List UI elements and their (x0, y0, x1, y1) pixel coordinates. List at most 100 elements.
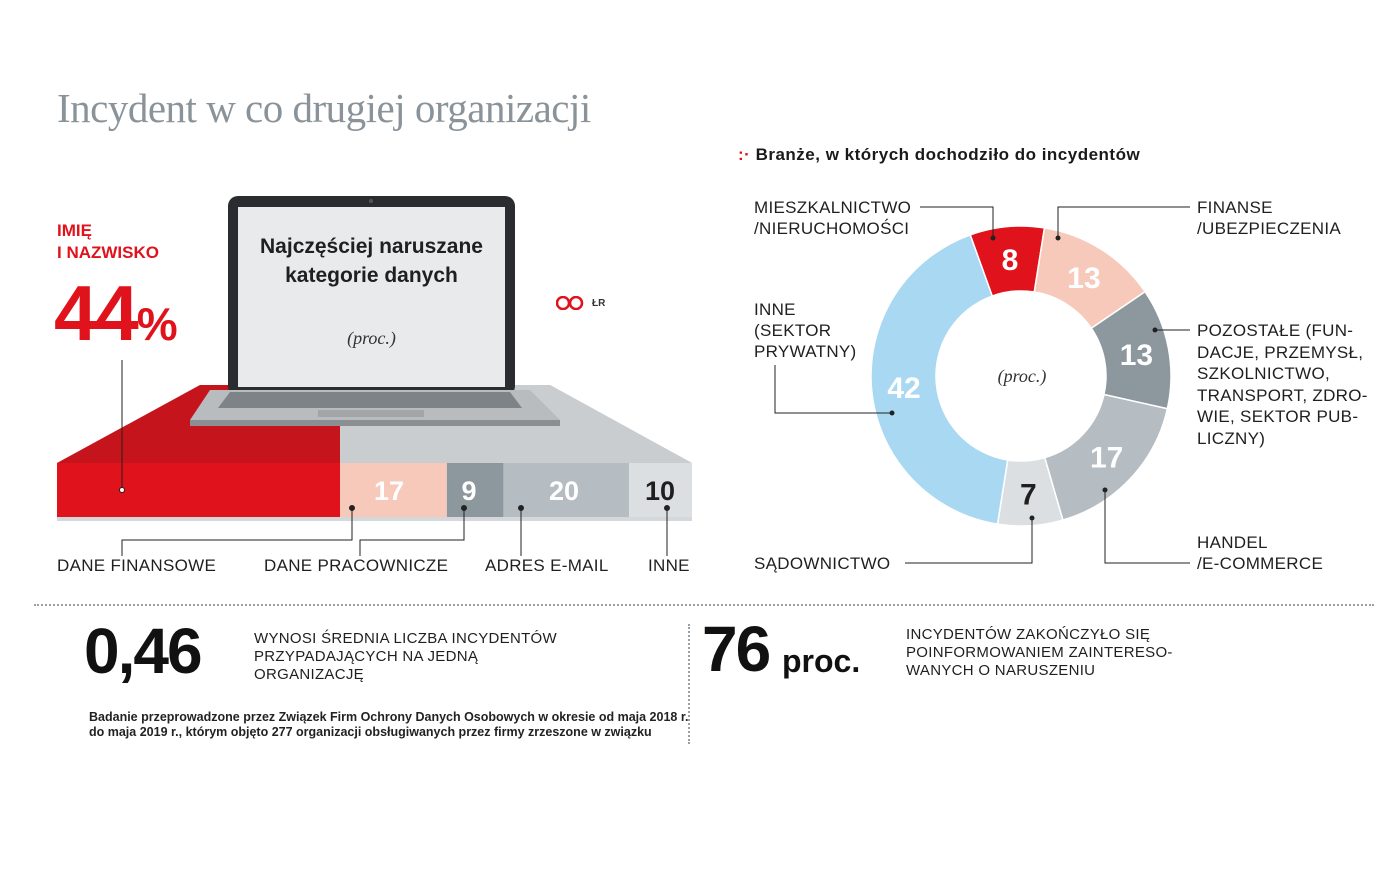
bar-value-dane-pracownicze: 9 (461, 476, 477, 506)
donut-leader-handel (1104, 490, 1190, 564)
donut-leader-dot-mieszkalnictwo (990, 235, 996, 241)
stat-informed-text: INCYDENTÓW ZAKOŃCZYŁO SIĘ POINFORMOWANIE… (906, 626, 1173, 680)
bar-chart-svg (57, 196, 692, 556)
leader-dot-imie-nazwisko (119, 487, 125, 493)
stat-informed-value: 76 (702, 613, 771, 685)
donut-label-handel: HANDEL /E-COMMERCE (1197, 532, 1323, 574)
title-dots-icon: :· (738, 145, 751, 164)
laptop-touchpad (318, 410, 424, 417)
laptop-keyboard (218, 392, 522, 408)
donut-leader-mieszkalnictwo (920, 206, 994, 238)
donut-label-mieszkalnictwo-line2: /NIERUCHOMOŚCI (754, 219, 910, 238)
donut-leader-inne (774, 365, 892, 414)
footnote: Badanie przeprowadzone przez Związek Fir… (89, 710, 689, 740)
bar-segments (57, 463, 692, 521)
footnote-line2: do maja 2019 r., którym objęto 277 organ… (89, 725, 652, 739)
donut-values: 8 13 13 17 7 42 (887, 244, 1153, 511)
donut-label-inne-line2: (SEKTOR (754, 321, 832, 340)
bar-label-adres-email: ADRES E-MAIL (485, 556, 609, 575)
laptop-illustration (190, 196, 560, 426)
donut-title: :· Branże, w których dochodziło do incyd… (738, 145, 1140, 165)
source-logo-icon (556, 296, 584, 310)
donut-label-pozostale-line2: DACJE, PRZEMYSŁ, (1197, 342, 1364, 362)
donut-leaders (774, 206, 1190, 564)
donut-label-finanse-line2: /UBEZPIECZENIA (1197, 219, 1342, 238)
donut-label-pozostale-line6: LICZNY) (1197, 428, 1266, 448)
highlight-value-pct: % (136, 298, 178, 350)
donut-label-pozostale-line3: SZKOLNICTWO, (1197, 364, 1330, 383)
highlight-label: IMIĘ I NAZWISKO (57, 220, 159, 264)
footnote-line1: Badanie przeprowadzone przez Związek Fir… (89, 710, 689, 724)
bar-label-dane-finansowe: DANE FINANSOWE (57, 556, 217, 575)
bar-segment-dane-finansowe (340, 463, 447, 517)
section-divider (34, 604, 1374, 606)
highlight-label-line2: I NAZWISKO (57, 243, 159, 262)
donut-leader-finanse (1057, 206, 1190, 238)
leader-line-dane-finansowe (121, 508, 353, 556)
highlight-value: 44% (54, 268, 178, 359)
donut-slice-inne (870, 233, 1009, 526)
donut-value-inne: 42 (887, 372, 920, 405)
donut-label-pozostale-line1: POZOSTAŁE (FUN- (1197, 321, 1354, 340)
source-logo-text: ŁR (592, 297, 606, 309)
donut-label-finanse: FINANSE /UBEZPIECZENIA (1197, 197, 1341, 239)
donut-label-handel-line2: /E-COMMERCE (1197, 554, 1324, 573)
donut-leader-dot-handel (1102, 487, 1108, 493)
donut-label-pozostale-line5: WIE, SEKTOR PUB- (1197, 407, 1359, 426)
donut-label-mieszkalnictwo: MIESZKALNICTWO /NIERUCHOMOŚCI (754, 197, 911, 239)
stat-avg-text: WYNOSI ŚREDNIA LICZBA INCYDENTÓW PRZYPAD… (254, 630, 557, 684)
laptop-edge (190, 420, 560, 426)
stat-avg-text-line2: PRZYPADAJĄCYCH NA JEDNĄ (254, 648, 479, 665)
highlight-label-line1: IMIĘ (57, 221, 92, 240)
bar-segment-dane-pracownicze (446, 463, 504, 517)
donut-label-pozostale: POZOSTAŁE (FUN- DACJE, PRZEMYSŁ, SZKOLNI… (1197, 320, 1368, 449)
donut-label-inne-line3: PRYWATNY) (754, 342, 857, 361)
donut-value-sadownictwo: 7 (1020, 478, 1037, 511)
stat-informed-unit: proc. (782, 643, 861, 679)
donut-label-finanse-line1: FINANSE (1197, 198, 1273, 217)
bar-label-dane-pracownicze: DANE PRACOWNICZE (264, 556, 449, 575)
donut-label-inne: INNE (SEKTOR PRYWATNY) (754, 299, 857, 362)
bar-value-inne: 10 (644, 476, 676, 506)
donut-center-label: (proc.) (997, 366, 1047, 386)
bar-segment-adres-email (503, 463, 630, 517)
donut-leader-dot-sadownictwo (1029, 515, 1035, 521)
donut-value-handel: 17 (1090, 441, 1123, 474)
donut-value-pozostale: 13 (1120, 339, 1153, 372)
donut-slices (870, 225, 1172, 527)
bar-label-inne: INNE (648, 556, 690, 575)
donut-label-sadownictwo-line1: SĄDOWNICTWO (754, 554, 891, 573)
donut-leader-sadownictwo (905, 518, 1033, 564)
donut-leader-dot-pozostale (1152, 327, 1158, 333)
leader-dot-adres-email (518, 505, 524, 511)
stat-informed-text-line2: POINFORMOWANIEM ZAINTERESO- (906, 644, 1173, 661)
highlight-value-number: 44 (54, 269, 139, 357)
donut-label-sadownictwo: SĄDOWNICTWO (754, 553, 890, 574)
donut-value-mieszkalnictwo: 8 (1002, 244, 1019, 277)
bar-shadow (57, 517, 692, 521)
stat-avg-value: 0,46 (84, 615, 203, 687)
leader-dot-inne (664, 505, 670, 511)
donut-label-handel-line1: HANDEL (1197, 533, 1268, 552)
laptop-screen-unit: (proc.) (347, 328, 396, 348)
laptop-screen-title: Najczęściej naruszane kategorie danych (260, 235, 483, 287)
donut-label-inne-line1: INNE (754, 300, 796, 319)
donut-leader-dot-inne (889, 410, 895, 416)
leader-line-dane-pracownicze (359, 508, 465, 556)
bar-segment-inne (629, 463, 692, 517)
donut-title-text: Branże, w których dochodziło do incydent… (755, 145, 1141, 164)
donut-leader-dot-finanse (1055, 235, 1061, 241)
laptop-screen (238, 207, 505, 387)
stats-divider (688, 624, 690, 744)
donut-label-pozostale-line4: TRANSPORT, ZDRO- (1197, 385, 1368, 405)
stat-avg-text-line3: ORGANIZACJĘ (254, 666, 364, 683)
bar-leaders (119, 360, 670, 556)
leader-dot-dane-pracownicze (461, 505, 467, 511)
laptop-camera (369, 199, 373, 203)
stat-informed-text-line3: WANYCH O NARUSZENIU (906, 662, 1096, 679)
stat-informed-text-line1: INCYDENTÓW ZAKOŃCZYŁO SIĘ (906, 626, 1151, 643)
donut-chart-svg: 8 13 13 17 7 42 (774, 206, 1190, 564)
donut-value-finanse: 13 (1067, 262, 1100, 295)
source-logo: ŁR (556, 296, 605, 310)
bar-value-adres-email: 20 (548, 476, 580, 506)
